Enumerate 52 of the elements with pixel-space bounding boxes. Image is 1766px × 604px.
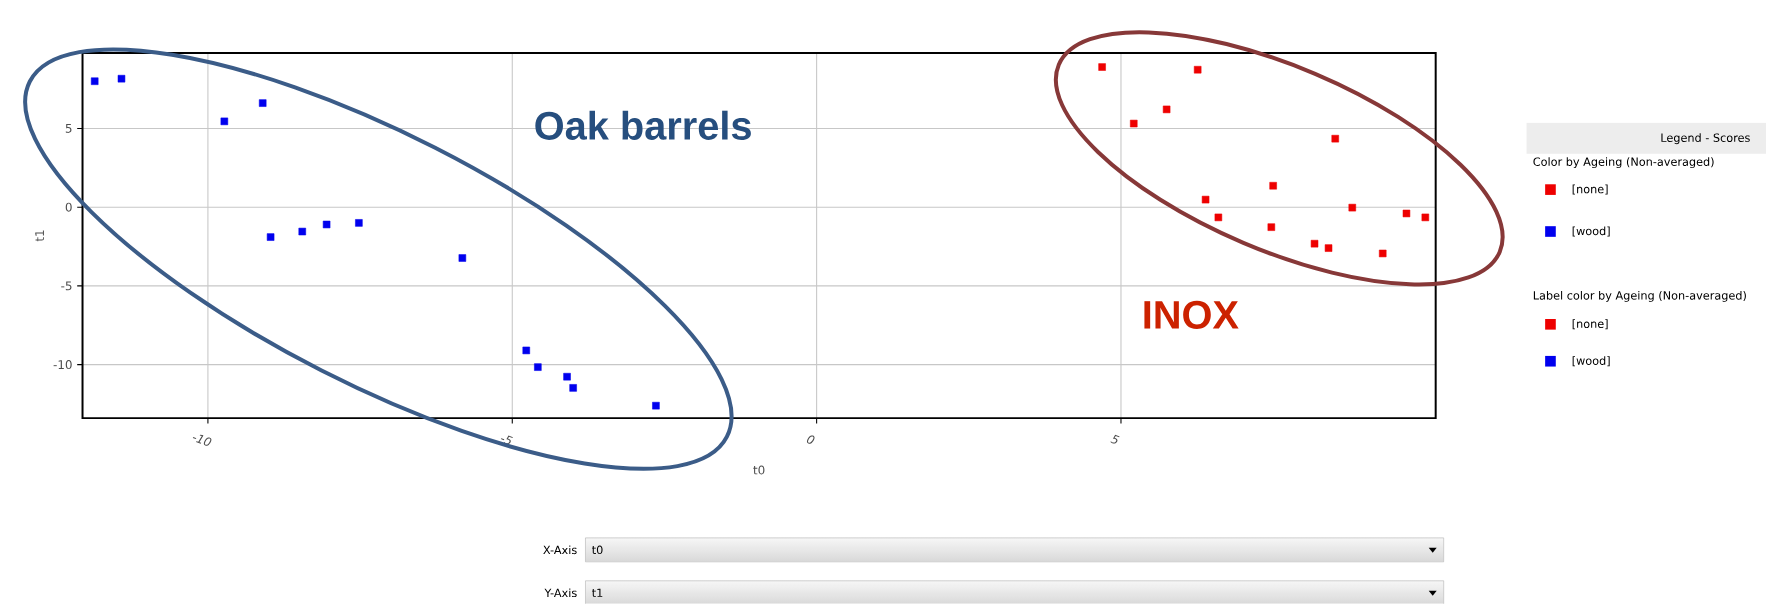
- x-tick-label: 0: [806, 435, 815, 444]
- legend-title: Legend - Scores: [1661, 133, 1750, 145]
- point: [1267, 223, 1276, 232]
- text: t1: [592, 588, 603, 597]
- point: [1193, 66, 1202, 74]
- point: [1269, 182, 1277, 190]
- point: [355, 219, 363, 227]
- annotation: INOX: [1144, 300, 1239, 330]
- point: [1378, 249, 1387, 258]
- x-tick-label: -5: [500, 435, 513, 445]
- legend-label: [wood]: [1572, 226, 1610, 237]
- point: [1331, 135, 1339, 143]
- point: [652, 402, 660, 410]
- point: [534, 363, 542, 371]
- point: [322, 220, 331, 229]
- point: [298, 227, 306, 236]
- x-tick-label: -10: [192, 434, 212, 446]
- point: [1201, 196, 1210, 204]
- text: Color by Ageing (Non-averaged): [1533, 157, 1714, 169]
- x-axis-title: t0: [753, 465, 765, 475]
- point: [1130, 119, 1138, 128]
- point: [1324, 244, 1333, 252]
- y-tick-label: -5: [61, 281, 72, 291]
- legend-label: [none]: [1572, 184, 1608, 195]
- point: [522, 346, 530, 355]
- point: [1402, 209, 1411, 218]
- y-tick-label: 0: [65, 202, 72, 212]
- point: [1348, 204, 1357, 212]
- point: [117, 75, 126, 83]
- point: [1421, 213, 1430, 222]
- text: Label color by Ageing (Non-averaged): [1533, 291, 1746, 302]
- point: [458, 254, 467, 262]
- point: [1214, 213, 1223, 222]
- point: [1162, 105, 1171, 114]
- y-tick-label: -10: [53, 360, 72, 370]
- text: [wood]: [1572, 356, 1610, 367]
- text: Y-Axis: [544, 588, 577, 598]
- point: [266, 233, 275, 241]
- point: [563, 373, 571, 381]
- point: [90, 77, 99, 86]
- point: [258, 99, 267, 107]
- y-tick-label: 5: [65, 124, 72, 133]
- text: [none]: [1572, 319, 1608, 330]
- y-axis-title: t1: [35, 230, 44, 242]
- point: [220, 117, 229, 126]
- text: X-Axis: [543, 545, 577, 555]
- point: [569, 384, 577, 392]
- annotation: Oak barrels: [535, 110, 751, 141]
- point: [1098, 63, 1106, 71]
- text: t0: [592, 545, 603, 555]
- point: [1310, 240, 1319, 248]
- x-tick-label: 5: [1110, 434, 1120, 444]
